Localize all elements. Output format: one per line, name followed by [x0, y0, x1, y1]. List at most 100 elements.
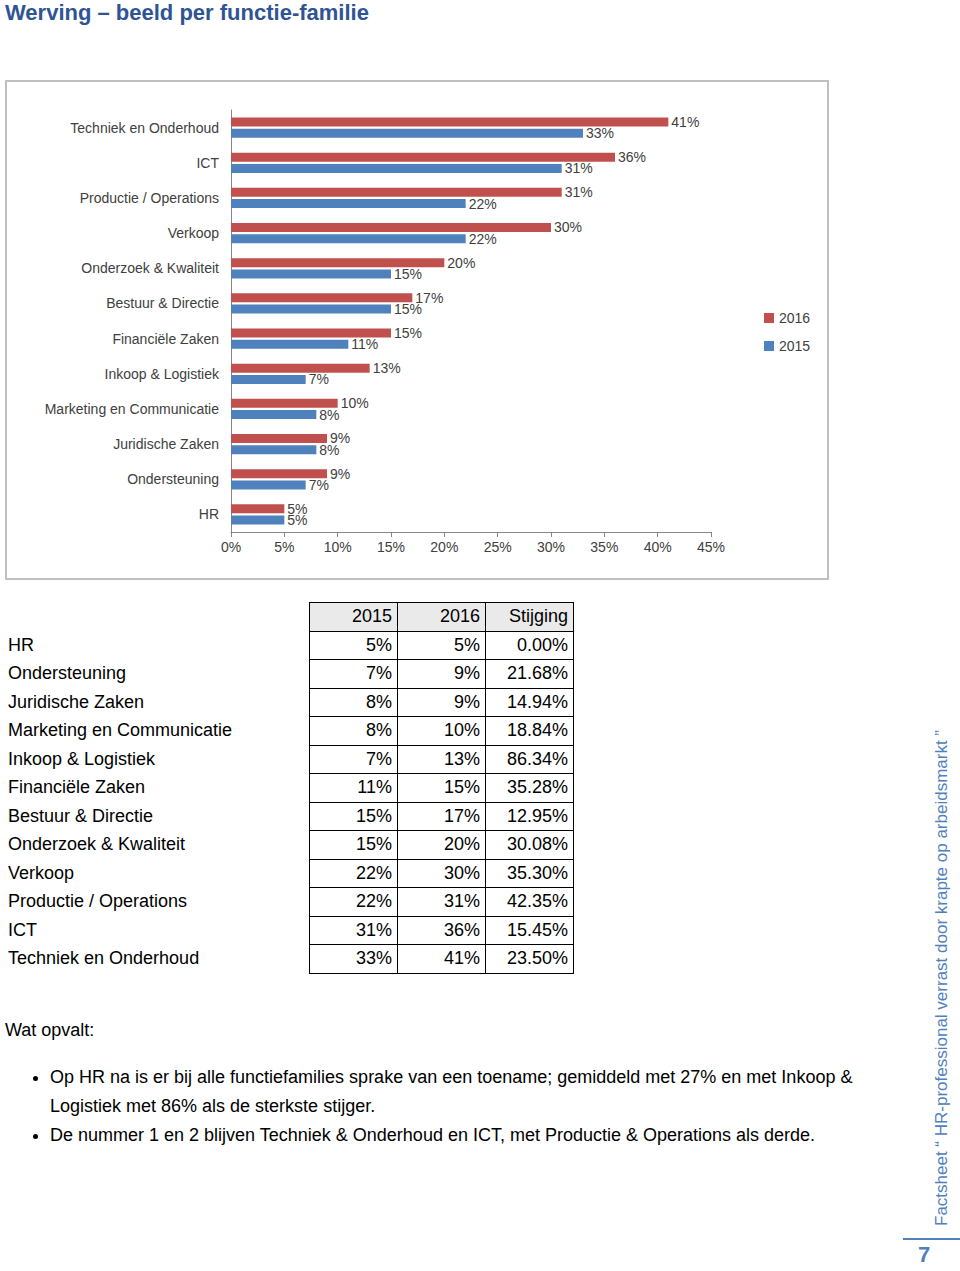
svg-text:2015: 2015: [779, 338, 810, 354]
svg-text:Bestuur & Directie: Bestuur & Directie: [106, 295, 219, 311]
html-text:7%: 7%: [366, 748, 392, 769]
html-text:ICT: ICT: [8, 919, 37, 940]
html-text:9%: 9%: [454, 691, 480, 712]
svg-text:9%: 9%: [330, 466, 350, 482]
html-text:5%: 5%: [366, 634, 392, 655]
svg-text:15%: 15%: [394, 266, 422, 282]
svg-text:22%: 22%: [469, 196, 497, 212]
svg-text:45%: 45%: [697, 539, 725, 555]
svg-text:10%: 10%: [341, 395, 369, 411]
svg-text:25%: 25%: [484, 539, 512, 555]
svg-text:5%: 5%: [274, 539, 294, 555]
svg-text:35%: 35%: [590, 539, 618, 555]
html-text:Techniek en Onderhoud: Techniek en Onderhoud: [8, 948, 200, 969]
svg-text:7%: 7%: [309, 477, 329, 493]
svg-text:15%: 15%: [377, 539, 405, 555]
html-text:Juridische Zaken: Juridische Zaken: [8, 691, 145, 712]
html-text:15%: 15%: [356, 805, 392, 826]
html-text:13%: 13%: [444, 748, 480, 769]
svg-text:Productie / Operations: Productie / Operations: [80, 190, 219, 206]
svg-text:2016: 2016: [779, 310, 810, 326]
html-text:Onderzoek & Kwaliteit: Onderzoek & Kwaliteit: [8, 834, 186, 855]
svg-text:HR: HR: [199, 506, 219, 522]
html-text:8%: 8%: [366, 720, 392, 741]
svg-text:Verkoop: Verkoop: [168, 225, 220, 241]
html-text:5%: 5%: [454, 634, 480, 655]
html-text:30%: 30%: [444, 862, 480, 883]
svg-text:20%: 20%: [447, 255, 475, 271]
html-text:Ondersteuning: Ondersteuning: [8, 663, 127, 684]
html-text:15.45%: 15.45%: [506, 919, 568, 940]
html-text:35.28%: 35.28%: [506, 777, 568, 798]
html-text:Werving – beeld per functie-fa: Werving – beeld per functie-familie: [5, 0, 369, 25]
svg-text:11%: 11%: [351, 336, 378, 352]
html-text:18.84%: 18.84%: [506, 720, 568, 741]
svg-text:Inkoop & Logistiek: Inkoop & Logistiek: [105, 366, 220, 382]
html-text:Op HR na is er bij alle functi: Op HR na is er bij alle functiefamilies …: [50, 1067, 853, 1116]
svg-text:Marketing en Communicatie: Marketing en Communicatie: [45, 401, 220, 417]
svg-text:30%: 30%: [537, 539, 565, 555]
html-text:HR: HR: [8, 634, 34, 655]
html-text:12.95%: 12.95%: [506, 805, 568, 826]
html-text:8%: 8%: [366, 691, 392, 712]
svg-text:8%: 8%: [319, 407, 339, 423]
html-text:86.34%: 86.34%: [506, 748, 568, 769]
html-text:Wat opvalt:: Wat opvalt:: [5, 1020, 95, 1040]
svg-text:13%: 13%: [373, 360, 401, 376]
html-text:35.30%: 35.30%: [506, 862, 568, 883]
html-text:15%: 15%: [356, 834, 392, 855]
html-text:21.68%: 21.68%: [506, 663, 568, 684]
html-text:Productie / Operations: Productie / Operations: [8, 891, 188, 912]
svg-text:7%: 7%: [309, 371, 329, 387]
html-text:2016: 2016: [440, 606, 480, 627]
html-text:11%: 11%: [357, 777, 392, 798]
html-text:7%: 7%: [366, 663, 392, 684]
svg-text:41%: 41%: [671, 114, 699, 130]
html-text:Verkoop: Verkoop: [8, 862, 75, 883]
html-text:31%: 31%: [444, 891, 480, 912]
html-text:20%: 20%: [444, 834, 480, 855]
svg-text:40%: 40%: [644, 539, 672, 555]
html-text:22%: 22%: [356, 862, 392, 883]
html-text:Marketing en Communicatie: Marketing en Communicatie: [8, 720, 233, 741]
svg-text:10%: 10%: [324, 539, 352, 555]
svg-text:31%: 31%: [565, 184, 593, 200]
html-text:Stijging: Stijging: [509, 606, 568, 627]
svg-text:30%: 30%: [554, 219, 582, 235]
html-text:Financiële Zaken: Financiële Zaken: [8, 777, 146, 798]
svg-text:Ondersteuning: Ondersteuning: [127, 471, 219, 487]
html-text:33%: 33%: [356, 948, 392, 969]
svg-text:ICT: ICT: [196, 155, 219, 171]
svg-text:Onderzoek & Kwaliteit: Onderzoek & Kwaliteit: [81, 260, 219, 276]
html-text:Bestuur & Directie: Bestuur & Directie: [8, 805, 154, 826]
html-text:30.08%: 30.08%: [506, 834, 568, 855]
html-text:42.35%: 42.35%: [506, 891, 568, 912]
svg-text:31%: 31%: [565, 160, 593, 176]
svg-text:20%: 20%: [430, 539, 458, 555]
html-text:0.00%: 0.00%: [517, 634, 568, 655]
html-text:23.50%: 23.50%: [506, 948, 568, 969]
svg-text:22%: 22%: [469, 231, 497, 247]
html-text:41%: 41%: [444, 948, 480, 969]
html-text:10%: 10%: [444, 720, 480, 741]
svg-text:36%: 36%: [618, 149, 646, 165]
html-text:31%: 31%: [356, 919, 392, 940]
html-text:De nummer 1 en 2 blijven Techn: De nummer 1 en 2 blijven Techniek & Onde…: [50, 1125, 816, 1145]
svg-text:8%: 8%: [319, 442, 339, 458]
html-text:36%: 36%: [444, 919, 480, 940]
html-text:14.94%: 14.94%: [506, 691, 568, 712]
html-text:22%: 22%: [356, 891, 392, 912]
html-text:15%: 15%: [444, 777, 480, 798]
svg-text:0%: 0%: [221, 539, 241, 555]
svg-text:Juridische Zaken: Juridische Zaken: [113, 436, 219, 452]
svg-text:Financiële Zaken: Financiële Zaken: [112, 331, 219, 347]
svg-text:15%: 15%: [394, 301, 422, 317]
html-text:2015: 2015: [352, 606, 392, 627]
html-text:Inkoop & Logistiek: Inkoop & Logistiek: [8, 748, 156, 769]
svg-text:Techniek en Onderhoud: Techniek en Onderhoud: [70, 120, 219, 136]
html-text:17%: 17%: [444, 805, 480, 826]
svg-text:5%: 5%: [287, 512, 307, 528]
svg-text:15%: 15%: [394, 325, 422, 341]
svg-text:33%: 33%: [586, 125, 614, 141]
html-text:9%: 9%: [454, 663, 480, 684]
